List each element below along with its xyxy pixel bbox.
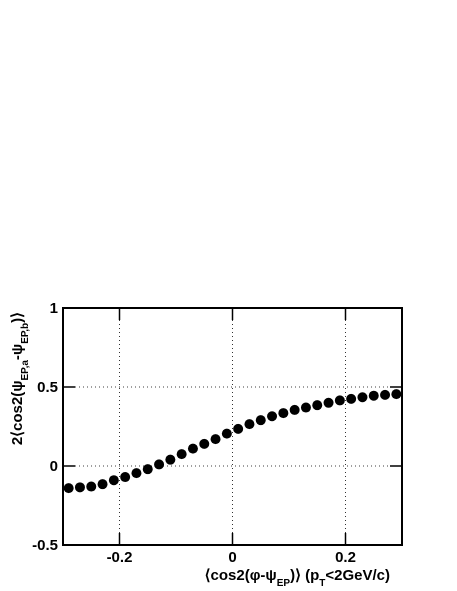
x-axis-label: ⟨cos2(φ-ψEP)⟩ (pT<2GeV/c) bbox=[205, 567, 390, 589]
data-point bbox=[391, 389, 402, 400]
label-text: )⟩ (p bbox=[290, 567, 319, 584]
data-point bbox=[289, 404, 300, 415]
data-point bbox=[74, 482, 85, 493]
label-subscript: EP,b bbox=[20, 323, 31, 344]
x-tick-label: 0 bbox=[228, 549, 236, 566]
label-subscript: T bbox=[319, 578, 325, 589]
y-tick-label: 0.5 bbox=[37, 379, 58, 396]
data-point bbox=[244, 419, 255, 430]
label-text: ⟨cos2(φ-ψ bbox=[205, 567, 277, 584]
x-tick-label: 0.2 bbox=[335, 549, 356, 566]
data-point bbox=[131, 468, 142, 479]
data-point bbox=[165, 454, 176, 465]
data-point bbox=[300, 402, 311, 413]
plot-frame bbox=[62, 307, 403, 546]
y-tick-label: 0 bbox=[50, 458, 58, 475]
data-point bbox=[312, 400, 323, 411]
data-point bbox=[334, 395, 345, 406]
data-point bbox=[86, 481, 97, 492]
label-subscript: EP bbox=[277, 578, 291, 589]
data-point bbox=[368, 390, 379, 401]
label-text: )⟩ bbox=[9, 312, 26, 323]
data-point bbox=[278, 408, 289, 419]
data-point bbox=[63, 483, 74, 494]
y-axis-label: 2⟨cos2(ψEP,a-ψEP,b)⟩ bbox=[9, 312, 31, 445]
data-point bbox=[97, 479, 108, 490]
data-point bbox=[154, 459, 165, 470]
data-point bbox=[267, 411, 278, 422]
data-point bbox=[380, 389, 391, 400]
data-point bbox=[142, 464, 153, 475]
data-point bbox=[233, 423, 244, 434]
label-text: 2⟨cos2(ψ bbox=[9, 380, 26, 445]
x-tick-label: -0.2 bbox=[107, 549, 133, 566]
data-point bbox=[221, 428, 232, 439]
data-point bbox=[187, 443, 198, 454]
data-point bbox=[346, 393, 357, 404]
y-tick-label: -0.5 bbox=[32, 537, 58, 554]
data-point bbox=[323, 397, 334, 408]
label-text: -ψ bbox=[9, 344, 26, 360]
data-point bbox=[108, 475, 119, 486]
data-point bbox=[176, 449, 187, 460]
data-point bbox=[199, 438, 210, 449]
label-subscript: EP,a bbox=[20, 360, 31, 381]
label-text: <2GeV/c) bbox=[325, 567, 390, 584]
data-point bbox=[120, 472, 131, 483]
data-point bbox=[210, 434, 221, 445]
data-point bbox=[255, 415, 266, 426]
data-point bbox=[357, 392, 368, 403]
y-tick-label: 1 bbox=[50, 300, 58, 317]
